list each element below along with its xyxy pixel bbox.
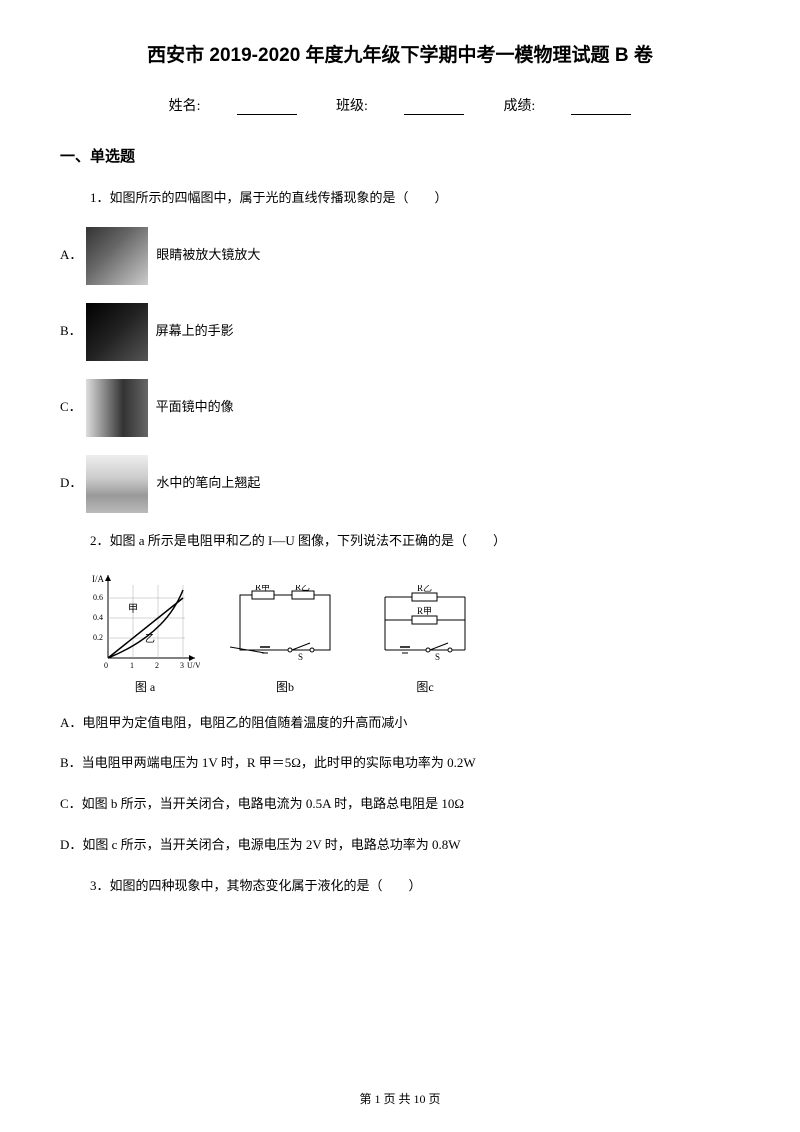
- q2-option-c: C．如图 b 所示，当开关闭合，电路电流为 0.5A 时，电路总电阻是 10Ω: [60, 794, 740, 815]
- graph-a-container: I/A 0.6 0.4 0.2 0 1 2 3 U/V 甲 乙 图 a: [90, 570, 200, 695]
- option-letter: C．: [60, 397, 82, 418]
- water-image: [86, 455, 148, 513]
- option-text: 眼睛被放大镜放大: [156, 245, 260, 266]
- option-text: 平面镜中的像: [156, 397, 234, 418]
- name-blank: [237, 101, 297, 115]
- option-letter: B．: [60, 321, 82, 342]
- page-footer: 第 1 页 共 10 页: [0, 1090, 800, 1107]
- magnify-image: [86, 227, 148, 285]
- class-label: 班级:: [336, 99, 368, 114]
- option-text: 屏幕上的手影: [156, 321, 234, 342]
- q1-option-a: A． 眼睛被放大镜放大: [60, 227, 740, 285]
- circuit-b-label: 图b: [230, 678, 340, 695]
- svg-text:1: 1: [130, 661, 134, 670]
- mirror-image: [86, 379, 148, 437]
- svg-text:I/A: I/A: [92, 574, 104, 584]
- option-letter: D．: [60, 473, 82, 494]
- q1-option-d: D． 水中的笔向上翘起: [60, 455, 740, 513]
- section-header: 一、单选题: [60, 145, 740, 166]
- svg-text:S: S: [298, 652, 303, 662]
- svg-text:S: S: [435, 652, 440, 662]
- svg-text:0: 0: [104, 661, 108, 670]
- q2-option-b: B．当电阻甲两端电压为 1V 时，R 甲＝5Ω，此时甲的实际电功率为 0.2W: [60, 753, 740, 774]
- svg-text:R乙: R乙: [417, 585, 432, 593]
- svg-text:R甲: R甲: [255, 585, 270, 592]
- svg-text:2: 2: [155, 661, 159, 670]
- svg-text:0.4: 0.4: [93, 613, 103, 622]
- circuit-c-container: R乙 R甲 S 图c: [370, 585, 480, 695]
- svg-text:乙: 乙: [145, 633, 155, 645]
- option-text: 水中的笔向上翘起: [156, 473, 260, 494]
- svg-text:3: 3: [180, 661, 184, 670]
- q2-option-d: D．如图 c 所示，当开关闭合，电源电压为 2V 时，电路总功率为 0.8W: [60, 835, 740, 856]
- circuit-c-label: 图c: [370, 678, 480, 695]
- option-letter: A．: [60, 245, 82, 266]
- circuit-c: R乙 R甲 S: [370, 585, 480, 675]
- circuit-b: R甲 R乙 S: [230, 585, 340, 675]
- svg-text:R乙: R乙: [295, 585, 310, 592]
- graph-a-label: 图 a: [90, 678, 200, 695]
- exam-title: 西安市 2019-2020 年度九年级下学期中考一模物理试题 B 卷: [60, 40, 740, 67]
- q1-option-b: B． 屏幕上的手影: [60, 303, 740, 361]
- circuit-b-container: R甲 R乙 S 图b: [230, 585, 340, 695]
- shadow-image: [86, 303, 148, 361]
- q1-option-c: C． 平面镜中的像: [60, 379, 740, 437]
- question-2: 2．如图 a 所示是电阻甲和乙的 I—U 图像，下列说法不正确的是（ ）: [60, 531, 740, 552]
- iv-graph: I/A 0.6 0.4 0.2 0 1 2 3 U/V 甲 乙: [90, 570, 200, 675]
- q2-diagram-row: I/A 0.6 0.4 0.2 0 1 2 3 U/V 甲 乙 图 a R甲 R…: [90, 570, 740, 695]
- svg-text:0.6: 0.6: [93, 593, 103, 602]
- svg-text:U/V: U/V: [187, 661, 200, 670]
- score-blank: [571, 101, 631, 115]
- class-blank: [404, 101, 464, 115]
- svg-text:0.2: 0.2: [93, 633, 103, 642]
- q2-option-a: A．电阻甲为定值电阻，电阻乙的阻值随着温度的升高而减小: [60, 713, 740, 734]
- name-label: 姓名:: [169, 99, 201, 114]
- score-label: 成绩:: [503, 99, 535, 114]
- question-1: 1．如图所示的四幅图中，属于光的直线传播现象的是（ ）: [60, 188, 740, 209]
- svg-text:R甲: R甲: [417, 606, 432, 616]
- svg-text:甲: 甲: [128, 604, 138, 615]
- student-info-row: 姓名: 班级: 成绩:: [60, 95, 740, 115]
- question-3: 3．如图的四种现象中，其物态变化属于液化的是（ ）: [60, 876, 740, 897]
